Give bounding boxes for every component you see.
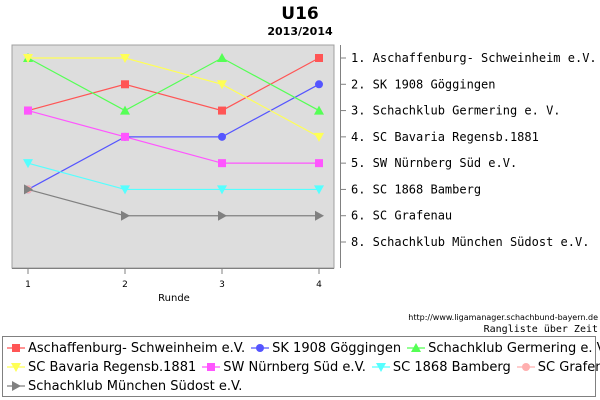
x-tick-label: 4 bbox=[316, 280, 322, 290]
legend-label: SC Bavaria Regensb.1881 bbox=[28, 359, 197, 375]
legend-swatch bbox=[7, 363, 25, 372]
legend-item: SW Nürnberg Süd e.V. bbox=[202, 360, 366, 375]
legend-item: SK 1908 Göggingen bbox=[251, 341, 401, 356]
data-point bbox=[121, 80, 129, 89]
legend-label: Schachklub München Südost e.V. bbox=[28, 378, 243, 394]
legend-item: SC Bavaria Regensb.1881 bbox=[7, 360, 196, 375]
data-point bbox=[121, 132, 129, 141]
data-point bbox=[218, 106, 226, 115]
legend-item: Schachklub Germering e. V. bbox=[407, 341, 600, 356]
series-6 bbox=[23, 159, 324, 195]
chart-title: U16 bbox=[281, 4, 318, 24]
series-4 bbox=[23, 54, 324, 142]
data-point bbox=[218, 132, 226, 141]
legend-swatch-marker bbox=[521, 363, 530, 371]
legend-swatch bbox=[7, 344, 25, 352]
legend-label: SC 1868 Bamberg bbox=[392, 359, 511, 375]
x-tick-label: 2 bbox=[122, 280, 128, 290]
data-point bbox=[24, 184, 33, 195]
rank-label: 2. SK 1908 Göggingen bbox=[351, 77, 496, 91]
legend: Aschaffenburg- Schweinheim e.V. SK 1908 G… bbox=[2, 336, 600, 397]
rank-label: 4. SC Bavaria Regensb.1881 bbox=[351, 130, 539, 144]
data-point bbox=[120, 185, 130, 195]
data-point bbox=[315, 54, 323, 62]
legend-item: Aschaffenburg- Schweinheim e.V. bbox=[7, 341, 245, 356]
x-axis-label: Runde bbox=[158, 293, 190, 304]
data-point bbox=[315, 80, 323, 89]
data-point bbox=[315, 210, 324, 221]
legend-label: Schachklub Germering e. V. bbox=[428, 340, 600, 356]
series-line bbox=[27, 188, 319, 217]
legend-swatch-marker bbox=[11, 363, 21, 372]
legend-item: SC 1868 Bamberg bbox=[371, 359, 511, 375]
rank-label: 3. Schachklub Germering e. V. bbox=[351, 104, 561, 118]
rank-label: 6. SC 1868 Bamberg bbox=[351, 182, 481, 196]
legend-swatch bbox=[407, 343, 426, 352]
legend-swatch bbox=[516, 363, 535, 371]
rank-label: 5. SW Nürnberg Süd e.V. bbox=[351, 156, 517, 170]
x-tick-label: 1 bbox=[25, 280, 31, 290]
chart-subtitle: 2013/2014 bbox=[267, 25, 333, 38]
legend-item: Schachklub München Südost e.V. bbox=[7, 379, 242, 394]
data-point bbox=[217, 80, 227, 90]
legend-swatch-marker bbox=[207, 363, 216, 371]
legend-label: SK 1908 Göggingen bbox=[272, 340, 402, 356]
data-point bbox=[23, 159, 33, 169]
series-8 bbox=[24, 184, 324, 221]
rank-label: 6. SC Grafenau bbox=[351, 209, 452, 223]
data-point bbox=[121, 210, 130, 221]
data-point bbox=[24, 106, 32, 115]
legend-swatch-marker bbox=[12, 381, 21, 391]
legend-swatch-marker bbox=[12, 344, 20, 352]
legend-swatch-marker bbox=[256, 344, 265, 352]
legend-item: SC Grafenau bbox=[516, 359, 600, 375]
data-point bbox=[217, 53, 227, 62]
footer-url: http://www.ligamanager.schachbund-bayern… bbox=[408, 313, 598, 322]
data-point bbox=[218, 159, 226, 168]
data-point bbox=[315, 159, 323, 168]
data-point bbox=[120, 105, 130, 115]
legend-swatch bbox=[251, 344, 270, 352]
legend-swatch-marker bbox=[411, 343, 422, 352]
data-point bbox=[314, 185, 324, 195]
data-point bbox=[217, 185, 227, 195]
legend-label: SW Nürnberg Süd e.V. bbox=[223, 359, 366, 375]
legend-row: Aschaffenburg- Schweinheim e.V. SK 1908 G… bbox=[7, 339, 600, 357]
legend-swatch bbox=[371, 363, 390, 372]
x-tick-label: 3 bbox=[219, 280, 225, 290]
series-line bbox=[28, 57, 320, 138]
footer-caption: Rangliste über Zeit bbox=[484, 324, 598, 335]
data-point bbox=[314, 132, 324, 142]
legend-row: SC Bavaria Regensb.1881 SW Nürnberg Süd e… bbox=[7, 358, 600, 376]
data-point bbox=[23, 54, 33, 63]
rank-label: 1. Aschaffenburg- Schweinheim e.V. bbox=[351, 51, 597, 65]
rank-label: 8. Schachklub München Südost e.V. bbox=[351, 235, 589, 249]
legend-swatch bbox=[202, 363, 221, 371]
legend-swatch bbox=[7, 381, 25, 391]
legend-swatch-marker bbox=[375, 363, 386, 372]
data-point bbox=[218, 210, 227, 221]
legend-row: Schachklub München Südost e.V. bbox=[7, 377, 248, 395]
legend-label: Aschaffenburg- Schweinheim e.V. bbox=[28, 340, 246, 356]
data-point bbox=[120, 54, 130, 63]
series-5 bbox=[24, 106, 323, 168]
series-line bbox=[27, 162, 319, 191]
legend-label: SC Grafenau bbox=[537, 359, 600, 375]
series-line bbox=[27, 57, 320, 112]
data-point bbox=[314, 105, 324, 115]
plot-area bbox=[11, 44, 335, 269]
series-line bbox=[27, 109, 319, 164]
